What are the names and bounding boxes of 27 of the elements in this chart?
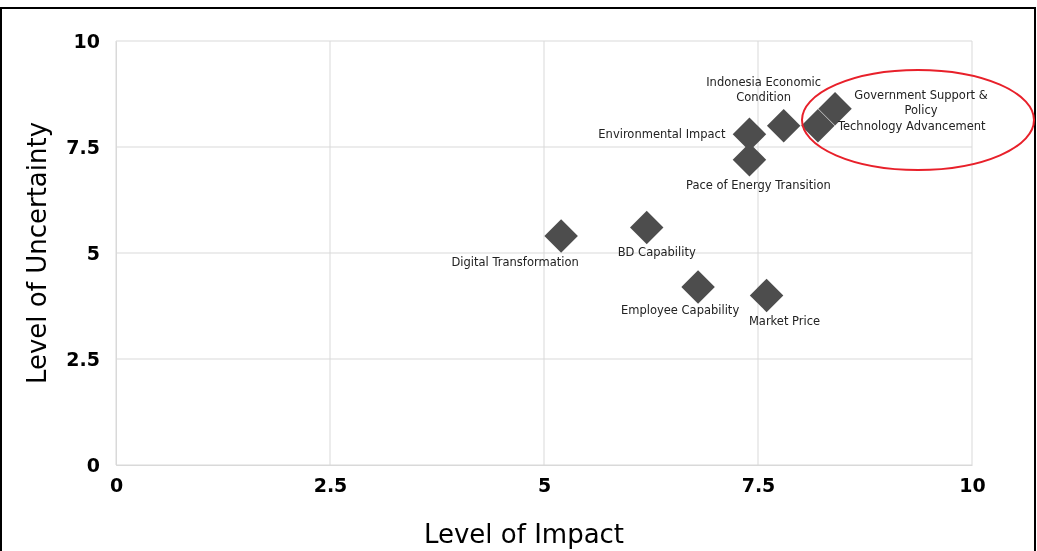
annotation: Technology Advancement bbox=[836, 118, 987, 133]
point bbox=[749, 278, 784, 313]
annotation: Government Support & Policy bbox=[854, 87, 988, 117]
x-tick-label: 10 bbox=[959, 474, 986, 497]
y-tick-label: 10 bbox=[73, 29, 100, 52]
y-tick-label: 7.5 bbox=[66, 135, 100, 158]
point bbox=[629, 210, 664, 245]
point bbox=[766, 109, 801, 143]
y-axis-title: Level of Uncertainty bbox=[22, 121, 52, 385]
annotation: BD Capability bbox=[617, 244, 696, 259]
annotation: Environmental Impact bbox=[598, 127, 726, 142]
annotation: Pace of Energy Transition bbox=[686, 177, 831, 192]
point bbox=[801, 109, 835, 143]
annotation: Indonesia Economic Condition bbox=[706, 74, 822, 104]
annotation: Employee Capability bbox=[620, 302, 740, 317]
x-axis-title: Level of Impact bbox=[423, 519, 625, 549]
y-tick-label: 5 bbox=[86, 241, 100, 264]
x-tick-label: 5 bbox=[537, 474, 552, 497]
annotation: Market Price bbox=[748, 314, 821, 329]
x-tick-label: 0 bbox=[109, 474, 124, 497]
annotation: Digital Transformation bbox=[451, 255, 579, 270]
point bbox=[681, 270, 715, 304]
x-tick-label: 2.5 bbox=[313, 474, 348, 497]
point bbox=[544, 219, 578, 253]
y-tick-label: 0 bbox=[86, 453, 100, 476]
y-tick-label: 2.5 bbox=[66, 347, 100, 370]
x-tick-label: 7.5 bbox=[741, 474, 776, 497]
